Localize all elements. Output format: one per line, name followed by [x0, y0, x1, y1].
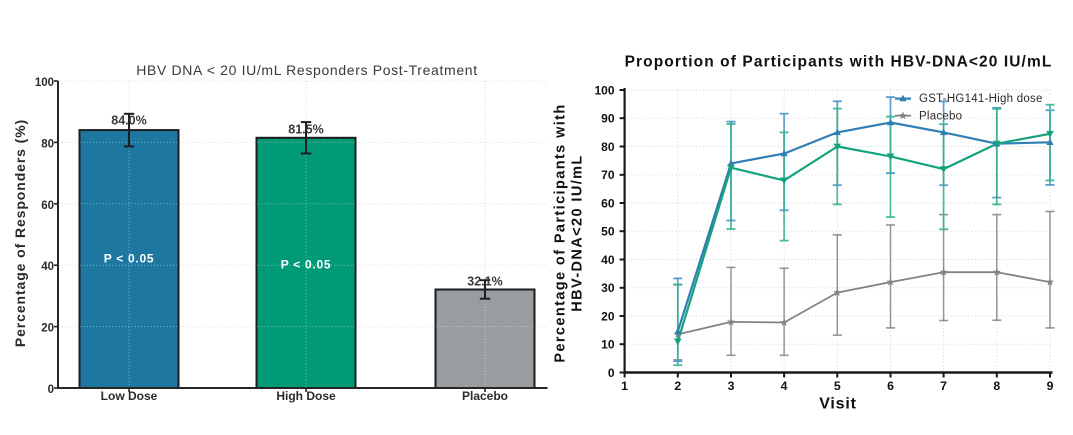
svg-text:80: 80 — [41, 138, 54, 150]
svg-text:High Dose: High Dose — [276, 389, 336, 403]
svg-text:10: 10 — [601, 338, 615, 352]
svg-text:HBV DNA < 20 IU/mL Responders: HBV DNA < 20 IU/mL Responders Post-Treat… — [136, 62, 478, 78]
svg-text:Proportion of Participants wit: Proportion of Participants with HBV-DNA<… — [625, 54, 1053, 71]
svg-text:32.1%: 32.1% — [467, 275, 502, 289]
svg-text:60: 60 — [41, 200, 54, 212]
svg-text:4: 4 — [781, 379, 788, 393]
svg-text:0: 0 — [48, 384, 54, 396]
svg-text:1: 1 — [621, 379, 628, 393]
svg-text:30: 30 — [601, 281, 615, 295]
svg-text:2: 2 — [674, 379, 681, 393]
svg-text:P < 0.05: P < 0.05 — [104, 251, 154, 265]
svg-text:20: 20 — [601, 309, 615, 323]
svg-text:81.5%: 81.5% — [288, 123, 323, 137]
svg-text:Percentage of Participants wit: Percentage of Participants with — [553, 103, 569, 362]
svg-text:8: 8 — [993, 379, 1000, 393]
svg-text:20: 20 — [41, 323, 54, 335]
svg-text:Low Dose: Low Dose — [101, 389, 158, 403]
svg-text:P < 0.05: P < 0.05 — [281, 257, 331, 271]
svg-text:5: 5 — [834, 379, 841, 393]
svg-text:60: 60 — [601, 196, 615, 210]
svg-text:70: 70 — [601, 168, 615, 182]
svg-text:0: 0 — [608, 366, 615, 380]
svg-text:GST-HG141-High dose: GST-HG141-High dose — [919, 93, 1043, 105]
svg-text:100: 100 — [35, 77, 54, 89]
svg-text:40: 40 — [41, 261, 54, 273]
svg-text:Percentage of Responders (%): Percentage of Responders (%) — [12, 119, 28, 347]
svg-text:HBV-DNA<20 IU/mL: HBV-DNA<20 IU/mL — [570, 154, 586, 311]
svg-text:50: 50 — [601, 225, 615, 239]
svg-text:Visit: Visit — [819, 396, 857, 413]
svg-text:Placebo: Placebo — [919, 110, 962, 122]
svg-text:3: 3 — [728, 379, 735, 393]
svg-text:6: 6 — [887, 379, 894, 393]
svg-text:Placebo: Placebo — [462, 389, 508, 403]
svg-text:40: 40 — [601, 253, 615, 267]
svg-text:80: 80 — [601, 140, 615, 154]
svg-text:100: 100 — [594, 83, 614, 97]
svg-text:84.0%: 84.0% — [111, 114, 146, 128]
svg-text:90: 90 — [601, 112, 615, 126]
svg-text:9: 9 — [1047, 379, 1054, 393]
svg-text:7: 7 — [940, 379, 947, 393]
